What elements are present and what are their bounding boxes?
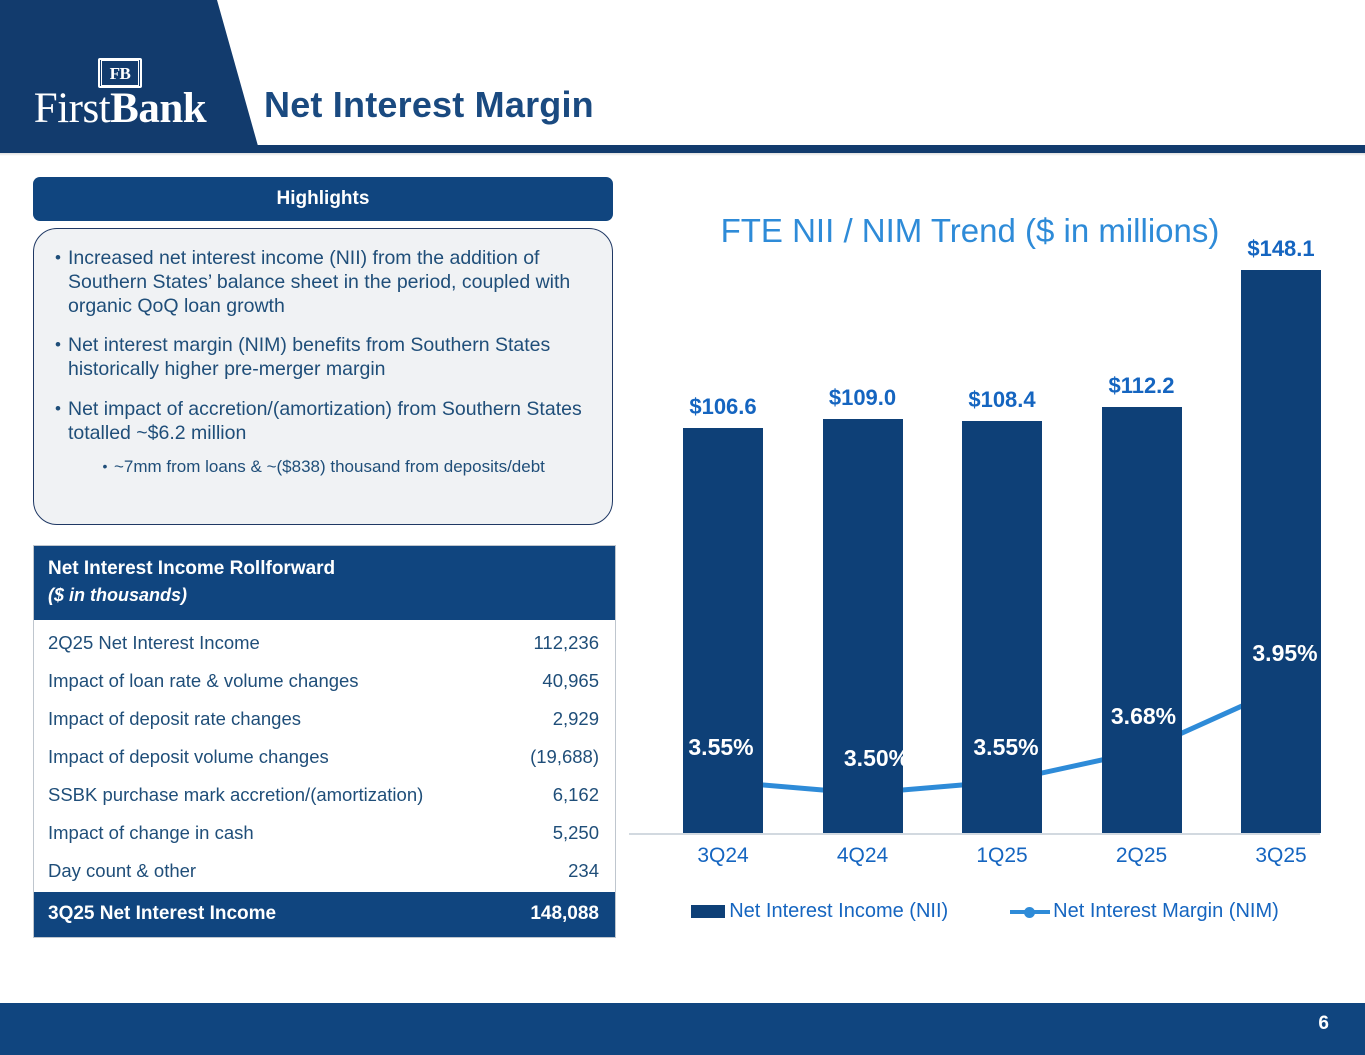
header-strip-shadow [0,153,1365,156]
table-row-label: Impact of change in cash [48,821,254,843]
legend-item-nii[interactable]: Net Interest Income (NII) [691,900,948,923]
table-row-label: 2Q25 Net Interest Income [48,631,260,653]
bar-value-label: $112.2 [1108,372,1175,398]
table-total-label: 3Q25 Net Interest Income [48,902,277,924]
highlight-bullet-text: Net interest margin (NIM) benefits from … [68,334,551,381]
highlight-bullet-text: Net impact of accretion/(amortization) f… [68,397,582,444]
table-row: Impact of deposit rate changes 2,929 [34,700,615,738]
nim-value-label: 3.95% [1252,640,1318,667]
highlights-header-label: Highlights [276,188,370,209]
nim-value-label: 3.68% [1110,703,1177,730]
highlight-bullet: • Increased net interest income (NII) fr… [48,247,594,318]
chart-plot-area: $106.6 3.55% 3Q24 $109.0 3.50% 4Q24 $108.4 3.55… [620,200,1340,900]
table-row-label: Impact of deposit volume changes [48,745,329,767]
slide-footer: 6 [0,1003,1365,1055]
table-row-label: Impact of loan rate & volume changes [48,669,359,691]
page-title: Net Interest Margin [264,84,594,125]
legend-item-nim[interactable]: Net Interest Margin (NIM) [1010,900,1279,923]
net-interest-income-rollforward-table: Net Interest Income Rollforward ($ in th… [33,545,616,938]
logo-wordmark-bank: Bank [110,85,207,132]
nim-value-label: 3.50% [843,745,910,772]
highlight-sub-bullet-text: ~7mm from loans & ~($838) thousand from … [114,457,545,477]
table-row-value: 5,250 [552,821,599,843]
slide-header: FB FirstBank Net Interest Margin [0,0,1365,156]
nim-value-label: 3.55% [688,733,754,760]
table-total-value: 148,088 [530,902,599,924]
table-row-label: Day count & other [48,859,197,881]
chart-x-axis-line [629,833,1320,835]
table-row: SSBK purchase mark accretion/(amortizati… [34,776,615,814]
table-row-label: SSBK purchase mark accretion/(amortizati… [48,783,424,805]
fb-monogram-icon: FB [98,58,142,88]
header-angled-banner [0,0,258,146]
table-row-value: 112,236 [533,631,600,653]
table-row: Day count & other 234 [34,852,615,890]
legend-label-nim: Net Interest Margin (NIM) [1053,900,1279,922]
table-row-value: (19,688) [530,745,599,767]
legend-swatch-icon [691,905,726,918]
x-axis-tick-label: 2Q25 [1115,844,1168,867]
table-row: Impact of loan rate & volume changes 40,… [34,662,615,700]
bar-value-label: $106.6 [689,393,757,419]
table-row: Impact of change in cash 5,250 [34,814,615,852]
highlight-bullet: • Net interest margin (NIM) benefits fro… [48,334,594,382]
nii-nim-chart: FTE NII / NIM Trend ($ in millions) $106… [620,200,1340,950]
header-accent-strip [0,145,1365,153]
bullet-dot-icon: • [55,398,61,418]
bar-value-label: $109.0 [828,384,897,410]
chart-bar [822,418,903,833]
page-number: 6 [1318,1013,1329,1034]
nim-value-label: 3.55% [973,733,1039,760]
x-axis-tick-label: 3Q24 [697,844,749,867]
table-row-value: 2,929 [552,707,599,729]
fb-monogram-text: FB [101,60,139,86]
legend-line-marker-icon [1010,905,1051,919]
x-axis-tick-label: 1Q25 [976,844,1028,867]
bar-value-label: $148.1 [1247,236,1315,262]
sub-bullet-dot-icon: • [102,458,108,475]
bullet-dot-icon: • [55,248,61,267]
highlight-sub-bullet: • ~7mm from loans & ~($838) thousand fro… [96,457,594,478]
chart-legend: Net Interest Income (NII) Net Interest M… [660,900,1310,923]
chart-bar [1241,270,1321,833]
firstbank-logo: FB FirstBank [22,58,218,130]
table-row-value: 6,162 [552,783,599,805]
x-axis-tick-label: 3Q25 [1255,844,1307,867]
x-axis-tick-label: 4Q24 [836,844,889,867]
chart-title: FTE NII / NIM Trend ($ in millions) [720,212,1220,249]
logo-wordmark: FirstBank [22,87,218,130]
table-row-value: 40,965 [542,669,599,691]
table-body: 2Q25 Net Interest Income 112,236 Impact … [34,620,615,892]
table-row: 2Q25 Net Interest Income 112,236 [34,624,615,662]
highlights-box: • Increased net interest income (NII) fr… [33,228,613,525]
logo-wordmark-first: First [33,85,111,132]
table-subtitle: ($ in thousands) [48,584,187,605]
bar-value-label: $108.4 [968,387,1036,413]
table-row-label: Impact of deposit rate changes [48,707,301,729]
table-total-row: 3Q25 Net Interest Income 148,088 [34,891,615,937]
table-header: Net Interest Income Rollforward ($ in th… [34,546,615,620]
highlight-bullet-text: Increased net interest income (NII) from… [68,247,571,317]
table-title: Net Interest Income Rollforward [48,558,336,579]
legend-label-nii: Net Interest Income (NII) [729,900,949,922]
bullet-dot-icon: • [55,335,61,355]
table-row-value: 234 [568,859,599,881]
table-row: Impact of deposit volume changes (19,688… [34,738,615,776]
chart-bar [683,427,763,833]
highlights-header: Highlights [33,177,613,221]
chart-bar [962,421,1042,833]
highlight-bullet: • Net impact of accretion/(amortization)… [48,398,594,446]
chart-bar [1101,406,1182,833]
